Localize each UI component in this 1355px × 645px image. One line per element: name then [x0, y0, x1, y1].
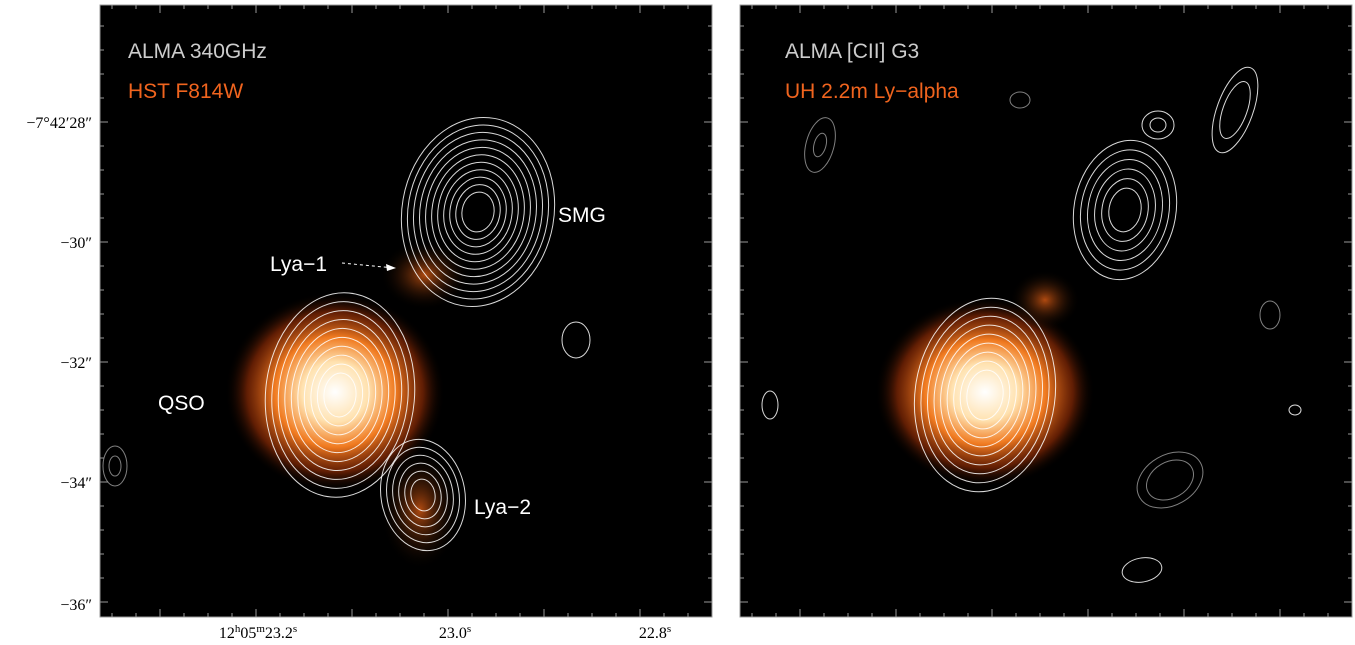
- contour: [431, 154, 525, 270]
- contour: [1087, 158, 1163, 262]
- contour: [1121, 557, 1163, 583]
- contour: [461, 191, 495, 233]
- contour: [959, 360, 1011, 430]
- contour: [1259, 300, 1281, 330]
- x-tick-part: s: [667, 623, 671, 635]
- contour: [1009, 91, 1031, 109]
- contours: [102, 117, 591, 552]
- contour: [966, 369, 1004, 421]
- contour: [425, 146, 531, 278]
- contour: [310, 354, 370, 436]
- contour: [1094, 168, 1156, 252]
- x-tick-part: s: [293, 623, 297, 635]
- y-tick-label: −30″: [60, 235, 92, 252]
- contour: [290, 327, 390, 463]
- annotation: Lya−2: [474, 496, 531, 519]
- contour: [412, 131, 544, 293]
- contour: [1079, 149, 1171, 271]
- legend-label: UH 2.2m Ly−alpha: [785, 80, 959, 103]
- contour: [303, 345, 377, 445]
- x-tick-part: 12: [219, 625, 235, 642]
- x-tick-label: 23.0s: [439, 623, 471, 642]
- panel-left: ALMA 340GHz HST F814W SMG Lya−1 QSO Lya−…: [99, 4, 713, 618]
- contour: [297, 336, 383, 454]
- contour: [946, 342, 1024, 448]
- contour: [933, 324, 1037, 466]
- contour: [455, 184, 501, 240]
- contour: [920, 306, 1050, 484]
- x-tick-label: 12h05m23.2s: [219, 623, 297, 642]
- contours: [761, 66, 1302, 583]
- arrow: [341, 262, 395, 269]
- y-tick-label: −7°42′28″: [26, 115, 92, 132]
- arrow-head: [386, 264, 396, 271]
- contour: [277, 310, 403, 480]
- annotation: SMG: [558, 204, 606, 227]
- contour: [284, 319, 396, 471]
- contour: [812, 132, 828, 158]
- x-tick-part: 05: [240, 625, 256, 642]
- contour: [380, 438, 466, 552]
- contour: [392, 454, 454, 536]
- contour: [761, 390, 779, 420]
- contour: [561, 321, 591, 359]
- contour: [953, 351, 1017, 439]
- legend-label: ALMA [CII] G3: [785, 40, 919, 63]
- y-tick-label: −36″: [60, 597, 92, 614]
- lya1-emission: [1010, 270, 1080, 330]
- contour: [386, 446, 460, 544]
- contour: [804, 117, 836, 173]
- contour: [323, 372, 357, 418]
- contour: [271, 301, 409, 489]
- contour: [1136, 451, 1204, 509]
- contour: [940, 333, 1030, 457]
- contour: [419, 139, 537, 285]
- annotation: QSO: [158, 392, 205, 415]
- contour: [1141, 110, 1175, 140]
- y-tick-label: −34″: [60, 475, 92, 492]
- contour: [398, 462, 448, 528]
- contour: [1146, 459, 1194, 501]
- contour: [410, 478, 436, 512]
- x-tick-part: s: [467, 623, 471, 635]
- contour: [449, 176, 507, 248]
- legend-label: HST F814W: [128, 80, 243, 103]
- contour: [1101, 178, 1149, 242]
- annotation: Lya−1: [270, 253, 327, 276]
- contour: [1288, 404, 1302, 416]
- contour: [400, 117, 556, 307]
- contour: [1219, 81, 1251, 139]
- x-tick-part: 22.8: [639, 625, 667, 642]
- contour: [913, 297, 1057, 493]
- contour: [437, 161, 519, 263]
- x-tick-part: 23.0: [439, 625, 467, 642]
- contour: [102, 445, 128, 487]
- x-tick-label: 22.8s: [639, 623, 671, 642]
- contour: [1211, 66, 1259, 154]
- contour: [926, 315, 1044, 475]
- x-tick-part: m: [256, 623, 265, 635]
- contour: [108, 455, 122, 477]
- contour: [443, 169, 513, 255]
- x-tick-part: 23.2: [265, 625, 293, 642]
- contour: [404, 470, 442, 520]
- contour: [316, 363, 364, 427]
- qso-emission: [875, 297, 1095, 487]
- panel-right: ALMA [CII] G3 UH 2.2m Ly−alpha: [739, 4, 1353, 618]
- ticks: [100, 5, 1352, 617]
- contour: [406, 124, 550, 300]
- contour: [1149, 117, 1167, 133]
- legend-label: ALMA 340GHz: [128, 40, 267, 63]
- contour: [1072, 139, 1178, 281]
- y-tick-label: −32″: [60, 355, 92, 372]
- contour: [1108, 187, 1142, 233]
- contour: [264, 292, 416, 498]
- x-tick-part: h: [235, 623, 241, 635]
